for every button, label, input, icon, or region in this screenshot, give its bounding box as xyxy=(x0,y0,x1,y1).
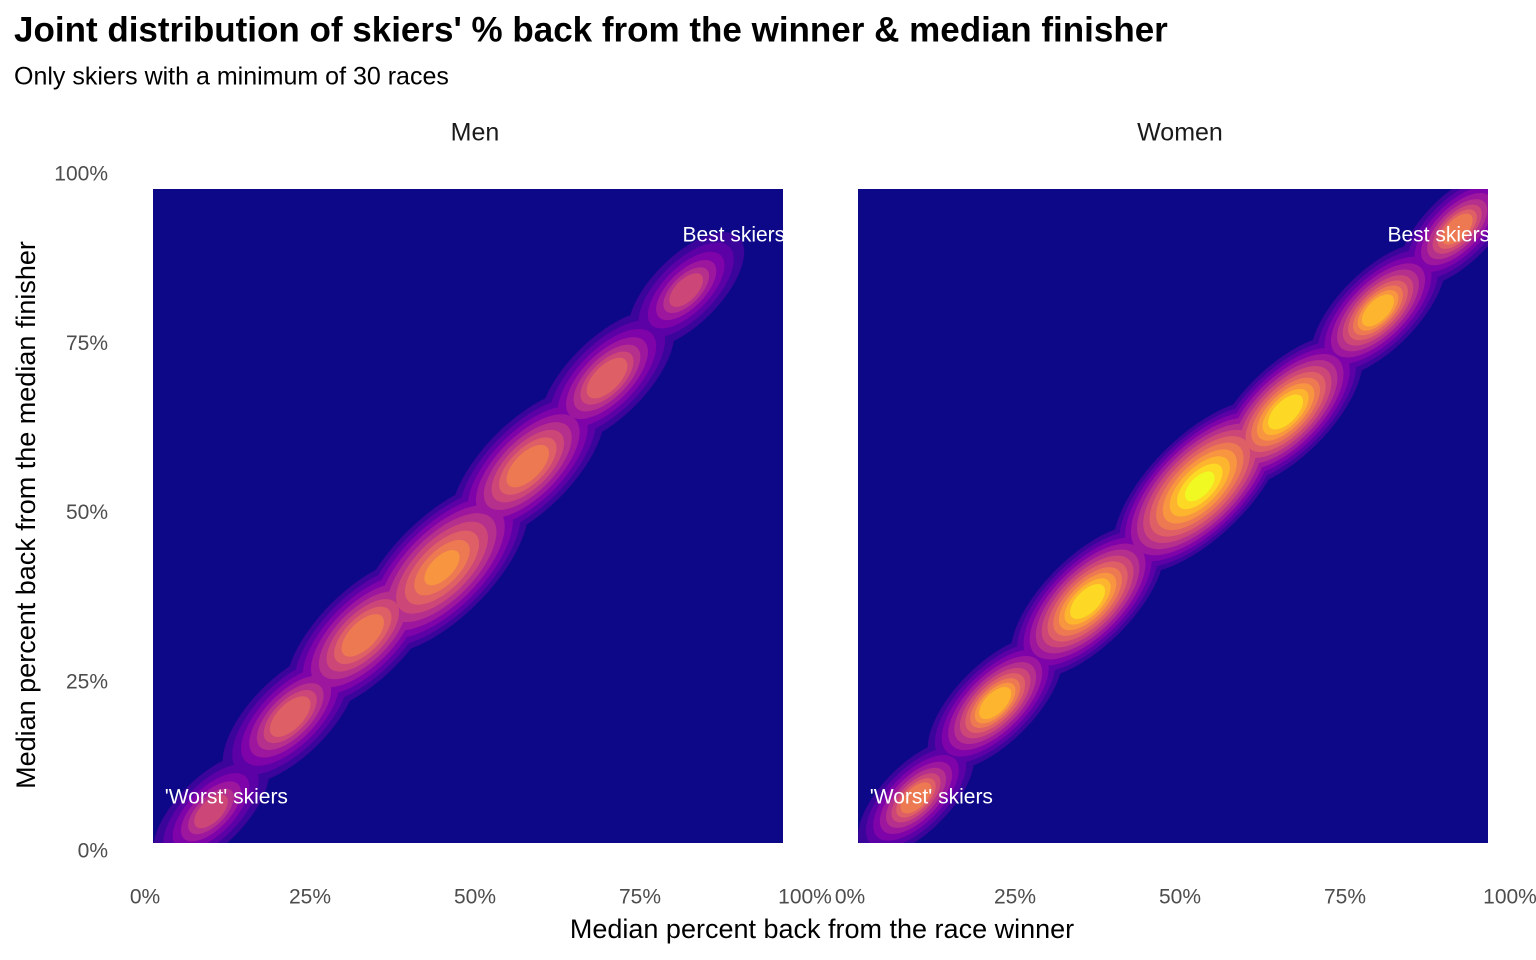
density xyxy=(153,232,745,843)
x-tick-label: 50% xyxy=(1159,886,1201,909)
density-band xyxy=(1361,294,1395,327)
density-band xyxy=(979,686,1012,720)
density-band xyxy=(194,794,228,829)
x-tick-label: 75% xyxy=(1324,886,1366,909)
y-tick-label: 0% xyxy=(78,840,108,863)
x-tick-label: 25% xyxy=(289,886,331,909)
density-band xyxy=(1268,394,1304,430)
chart-title: Joint distribution of skiers' % back fro… xyxy=(14,10,1168,49)
y-tick-label: 50% xyxy=(66,501,108,524)
density xyxy=(858,189,1488,843)
annotation: Best skiers xyxy=(682,223,785,246)
density-band xyxy=(1441,213,1473,245)
y-tick-label: 75% xyxy=(66,332,108,355)
x-axis-label: Median percent back from the race winner xyxy=(570,914,1074,944)
x-tick-label: 100% xyxy=(1483,886,1536,909)
y-tick-label: 100% xyxy=(54,163,108,186)
annotation: Best skiers xyxy=(1387,223,1490,246)
x-tick-label: 0% xyxy=(835,886,865,909)
density-band xyxy=(669,273,704,307)
x-tick-label: 75% xyxy=(619,886,661,909)
density-band xyxy=(900,782,932,814)
density-band xyxy=(586,357,628,399)
y-axis-label: Median percent back from the median fini… xyxy=(11,241,41,789)
x-tick-label: 25% xyxy=(994,886,1036,909)
x-tick-label: 50% xyxy=(454,886,496,909)
facet-title: Women xyxy=(1137,119,1223,147)
chart-subtitle: Only skiers with a minimum of 30 races xyxy=(14,63,449,91)
density-band xyxy=(341,614,385,657)
facet-title: Men xyxy=(451,119,500,147)
density-band xyxy=(1070,583,1106,620)
x-tick-label: 100% xyxy=(778,886,832,909)
annotation: 'Worst' skiers xyxy=(870,785,993,808)
y-tick-label: 25% xyxy=(66,670,108,693)
density-band xyxy=(1184,471,1215,502)
density-band xyxy=(269,696,311,737)
density-band xyxy=(506,444,550,488)
x-tick-label: 0% xyxy=(130,886,160,909)
density-band xyxy=(424,550,460,586)
annotation: 'Worst' skiers xyxy=(165,785,288,808)
